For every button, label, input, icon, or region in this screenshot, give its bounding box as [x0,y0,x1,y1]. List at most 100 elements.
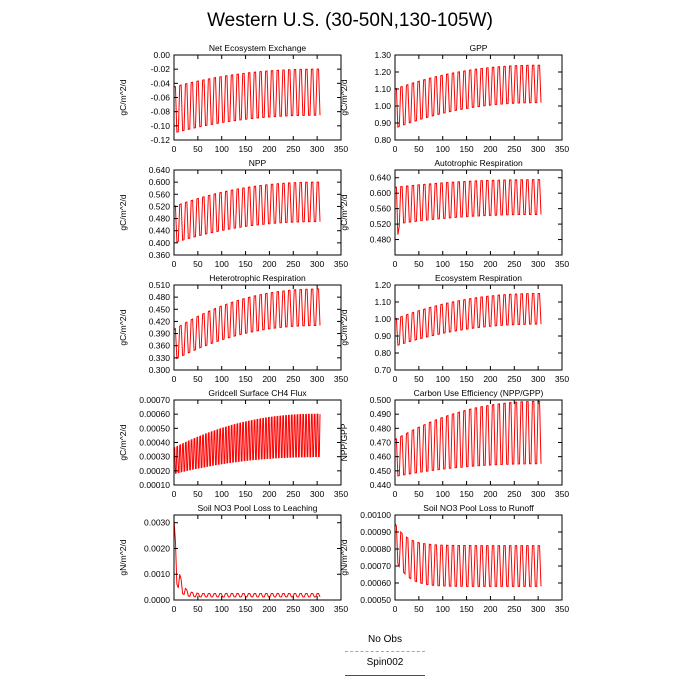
x-tick-label: 0 [172,259,177,269]
x-tick-label: 50 [414,374,424,384]
x-tick-label: 150 [238,489,252,499]
plot-frame [394,284,563,371]
y-tick-label: 0.90 [374,331,391,341]
x-tick-label: 150 [459,374,473,384]
y-tick-label: 0.440 [370,480,392,490]
x-tick-label: 50 [414,604,424,614]
x-tick-label: 150 [238,604,252,614]
y-tick-label: 0.00 [153,50,170,60]
y-tick-label: -0.10 [151,121,171,131]
x-tick-label: 300 [531,259,545,269]
x-tick-label: 200 [483,144,497,154]
y-tick-label: 0.00070 [360,561,391,571]
y-tick-label: 0.00100 [360,510,391,520]
x-tick-label: 50 [193,604,203,614]
series-line-spin002 [394,523,542,587]
chart-panel-6: Ecosystem Respiration 0 50 100 150 200 250 300 3… [339,273,569,384]
chart-title: Autotrophic Respiration [434,158,523,168]
x-tick-label: 150 [238,144,252,154]
y-tick-label: 0.440 [149,226,171,236]
legend-label-obs: No Obs [368,634,402,645]
chart-panel-4: Autotrophic Respiration 0 50 100 150 200 250 30… [339,158,569,269]
legend: No Obs Spin002 [330,634,440,686]
legend-line-spin [345,675,425,676]
x-tick-label: 300 [310,604,324,614]
y-tick-label: 1.20 [374,67,391,77]
y-tick-label: 0.600 [370,188,392,198]
chart-title: NPP [249,158,267,168]
chart-title: Gridcell Surface CH4 Flux [208,388,307,398]
y-tick-label: 0.520 [370,219,392,229]
x-tick-label: 350 [334,374,348,384]
y-tick-label: 0.80 [374,135,391,145]
y-tick-label: 0.450 [149,304,171,314]
chart-title: Ecosystem Respiration [435,273,522,283]
y-tick-label: 0.420 [149,316,171,326]
x-tick-label: 250 [507,604,521,614]
y-tick-label: 0.560 [149,189,171,199]
chart-panel-3: NPP 0 50 100 150 200 250 300 350 0.360 0.400 0.440 0… [118,158,348,269]
x-tick-label: 0 [393,259,398,269]
y-tick-label: 0.330 [149,353,171,363]
plot-frame [173,514,342,601]
x-tick-label: 100 [436,374,450,384]
y-tick-label: 0.0020 [144,543,170,553]
x-tick-label: 0 [393,604,398,614]
y-tick-label: 0.640 [370,173,392,183]
x-tick-label: 350 [334,604,348,614]
x-tick-label: 50 [414,144,424,154]
y-tick-label: -0.06 [151,93,171,103]
chart-panel-9: Soil NO3 Pool Loss to Leaching 0 50 100 150 2… [118,503,348,614]
x-tick-label: 300 [310,144,324,154]
x-tick-label: 0 [393,144,398,154]
chart-title: Carbon Use Efficiency (NPP/GPP) [414,388,544,398]
x-tick-label: 100 [215,144,229,154]
y-axis-label: gN/m^2/d [339,539,349,575]
y-tick-label: 1.30 [374,50,391,60]
chart-panel-1: Net Ecosystem Exchange 0 50 100 150 200 250 300… [118,43,348,154]
x-tick-label: 250 [286,374,300,384]
y-tick-label: 0.00010 [139,480,170,490]
x-tick-label: 250 [507,374,521,384]
y-tick-label: 0.00060 [360,578,391,588]
x-tick-label: 200 [483,374,497,384]
x-tick-label: 100 [436,489,450,499]
x-tick-label: 250 [286,604,300,614]
y-tick-label: 0.00020 [139,466,170,476]
y-tick-label: 0.360 [149,250,171,260]
x-tick-label: 300 [310,489,324,499]
chart-panel-5: Heterotrophic Respiration 0 50 100 150 200 250… [118,273,348,384]
y-tick-label: 0.480 [149,214,171,224]
y-tick-label: -0.02 [151,64,171,74]
plot-frame [394,54,563,141]
y-tick-label: 0.600 [149,177,171,187]
plot-frame [394,514,563,601]
x-tick-label: 350 [555,259,569,269]
y-tick-label: 0.00080 [360,544,391,554]
y-tick-label: 0.00070 [139,395,170,405]
x-tick-label: 250 [286,259,300,269]
chart-title: Soil NO3 Pool Loss to Leaching [197,503,317,513]
x-tick-label: 200 [262,604,276,614]
chart-title: Net Ecosystem Exchange [209,43,307,53]
x-tick-label: 150 [459,259,473,269]
x-tick-label: 350 [555,374,569,384]
y-tick-label: 0.400 [149,238,171,248]
y-tick-label: 0.00030 [139,452,170,462]
x-tick-label: 350 [334,144,348,154]
y-axis-label: gC/m^2/d [118,79,128,115]
y-tick-label: 0.00090 [360,527,391,537]
x-tick-label: 100 [436,259,450,269]
x-tick-label: 100 [215,259,229,269]
x-tick-label: 0 [172,144,177,154]
y-tick-label: 0.0010 [144,569,170,579]
x-tick-label: 200 [483,604,497,614]
x-tick-label: 300 [531,489,545,499]
x-tick-label: 200 [262,144,276,154]
y-tick-label: 0.390 [149,329,171,339]
y-tick-label: 0.450 [370,466,392,476]
x-tick-label: 50 [193,259,203,269]
series-line-spin002 [173,181,321,243]
x-tick-label: 300 [310,259,324,269]
chart-panel-10: Soil NO3 Pool Loss to Runoff 0 50 100 150 200… [339,503,569,614]
